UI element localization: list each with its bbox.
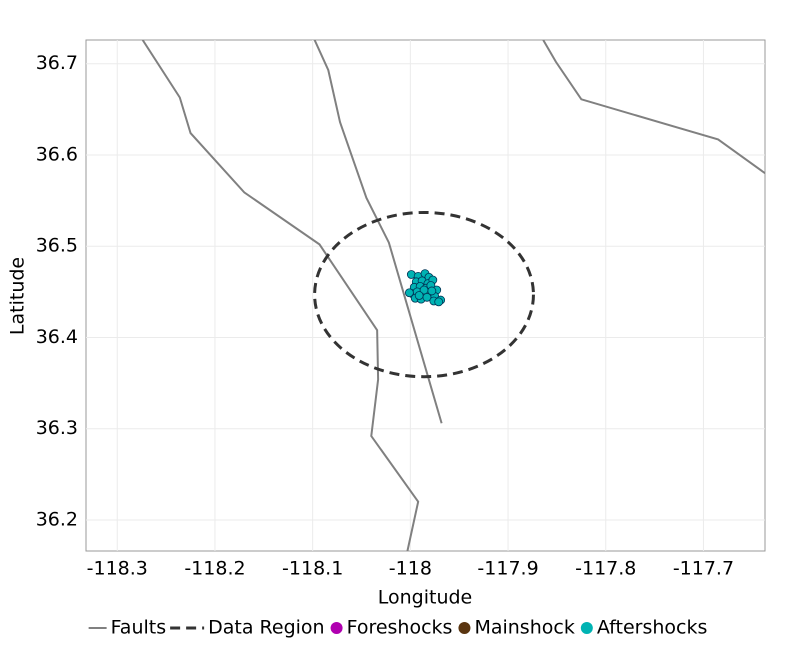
legend-swatch bbox=[580, 622, 593, 634]
plot-layer bbox=[141, 40, 765, 551]
legend-item: Foreshocks bbox=[330, 617, 453, 639]
legend-label: Aftershocks bbox=[597, 617, 708, 639]
y-tick-label: 36.2 bbox=[36, 508, 78, 530]
y-tick-label: 36.7 bbox=[36, 52, 78, 74]
legend-item: Aftershocks bbox=[580, 617, 708, 639]
x-tick-label: -118 bbox=[389, 558, 432, 580]
y-tick-label: 36.3 bbox=[36, 417, 78, 439]
data-region bbox=[313, 210, 535, 379]
legend-item: Faults bbox=[88, 617, 167, 639]
x-tick-label: -117.8 bbox=[575, 558, 636, 580]
legend-item: Mainshock bbox=[458, 617, 575, 639]
y-tick-label: 36.4 bbox=[36, 326, 78, 348]
fault-line bbox=[141, 40, 420, 551]
x-tick-label: -118.2 bbox=[184, 558, 245, 580]
x-tick-label: -117.9 bbox=[477, 558, 538, 580]
y-axis-title: Latitude bbox=[7, 257, 29, 335]
y-tick-label: 36.6 bbox=[36, 143, 78, 165]
fault-line bbox=[542, 40, 765, 175]
event-point bbox=[427, 286, 437, 296]
event-point bbox=[414, 291, 424, 300]
event-point bbox=[434, 297, 444, 307]
legend-swatch bbox=[330, 622, 343, 634]
x-axis-title: Longitude bbox=[378, 587, 473, 609]
legend-label: Faults bbox=[111, 617, 167, 639]
legend-swatch bbox=[458, 622, 471, 634]
x-tick-label: -118.3 bbox=[87, 558, 148, 580]
legend-label: Foreshocks bbox=[347, 617, 453, 639]
fault-line bbox=[313, 40, 443, 424]
legend-label: Mainshock bbox=[474, 617, 574, 639]
legend-item: Data Region bbox=[170, 617, 325, 639]
legend-label: Data Region bbox=[208, 617, 324, 639]
x-tick-label: -118.1 bbox=[282, 558, 343, 580]
x-tick-label: -117.7 bbox=[673, 558, 734, 580]
event-point bbox=[404, 288, 414, 298]
legend: Faults Data Region Foreshocks Mainshock Afte… bbox=[88, 617, 708, 639]
y-tick-label: 36.5 bbox=[36, 235, 78, 257]
